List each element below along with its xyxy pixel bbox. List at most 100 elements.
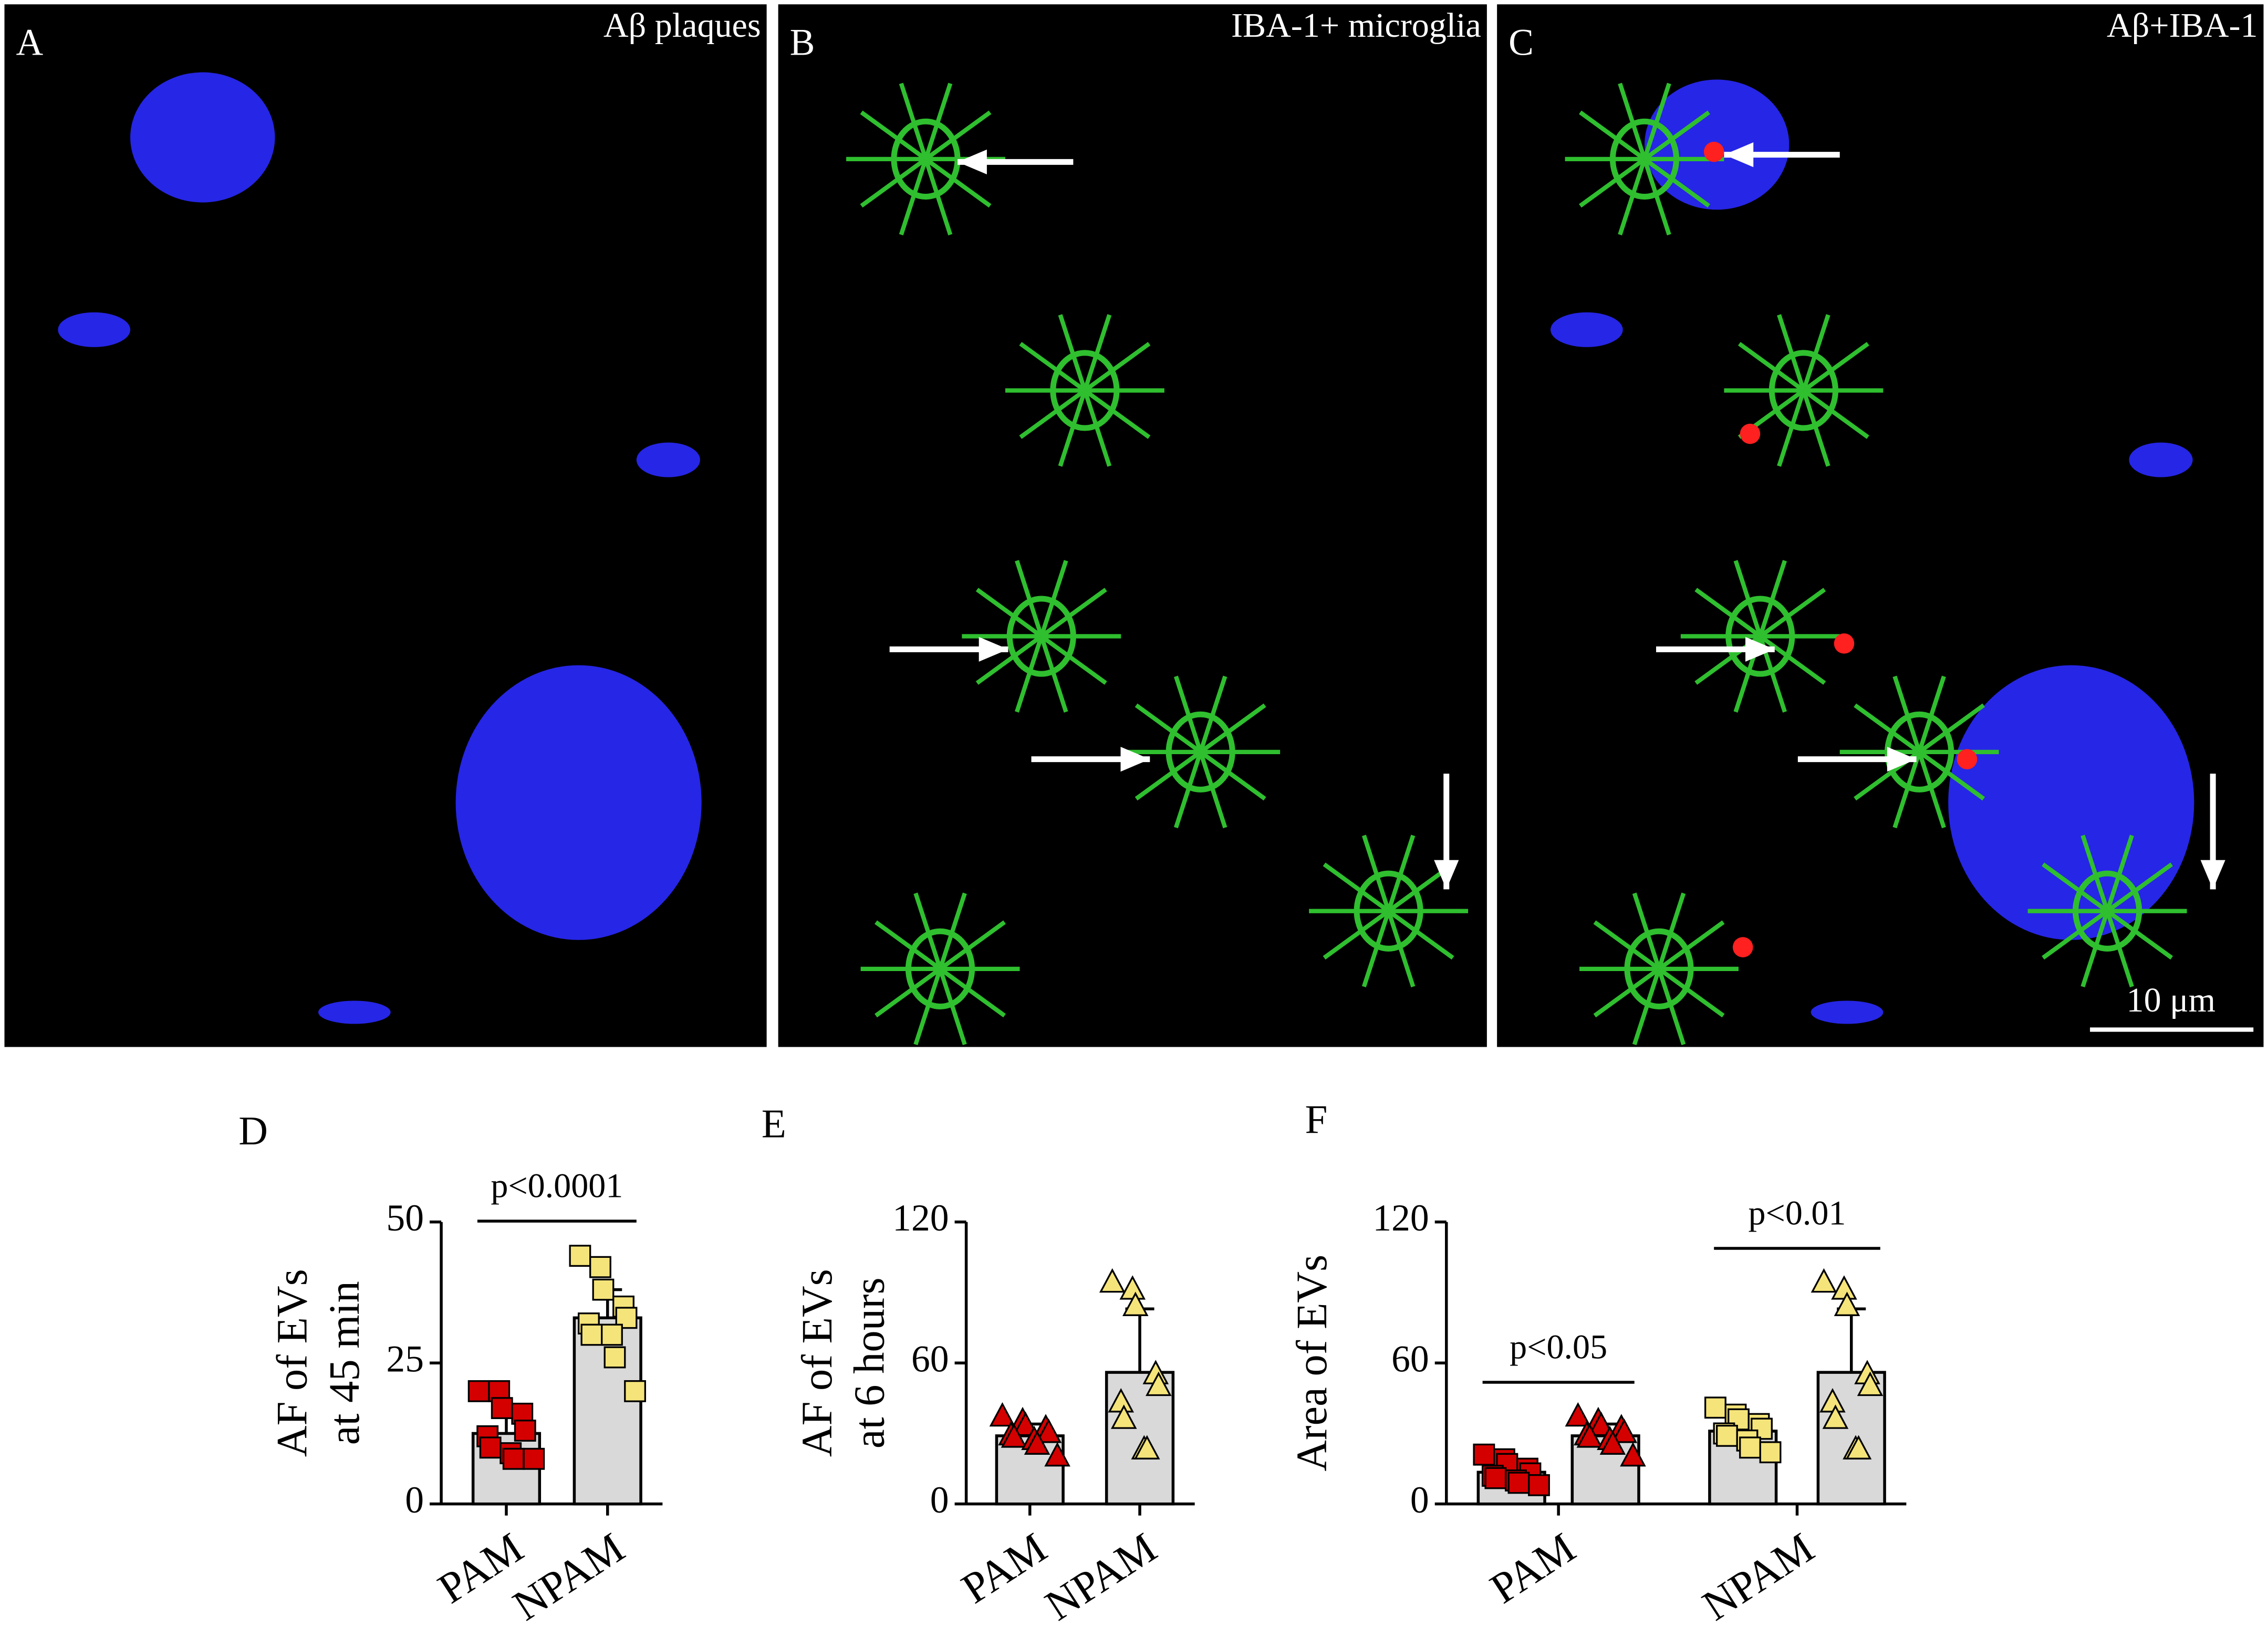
data-point <box>1576 1423 1603 1448</box>
process <box>1777 390 1806 467</box>
panel-title: Aβ plaques <box>604 6 761 45</box>
data-point <box>1012 1411 1039 1436</box>
process <box>1801 390 1830 467</box>
data-point <box>467 1380 490 1402</box>
process <box>1917 751 1946 829</box>
ev-signal <box>1740 423 1761 444</box>
process <box>1777 314 1806 391</box>
process <box>860 157 927 208</box>
arrow-head <box>958 149 987 174</box>
process <box>1199 703 1266 754</box>
process <box>1802 342 1869 392</box>
plaque <box>1811 1000 1884 1024</box>
process <box>1019 342 1086 392</box>
panel-letter: F <box>1305 1097 1328 1142</box>
process <box>1386 910 1416 988</box>
arrow-head <box>2200 860 2225 890</box>
process <box>1632 892 1661 970</box>
arrow-head <box>1434 860 1459 890</box>
process <box>899 158 928 236</box>
data-point <box>1146 1371 1172 1396</box>
plaque <box>58 312 131 347</box>
process <box>1657 892 1686 970</box>
process <box>1759 634 1826 685</box>
process <box>939 967 1006 1018</box>
plaque <box>318 1000 391 1024</box>
ev-signal <box>1957 749 1978 769</box>
data-point <box>1134 1435 1160 1459</box>
significance-label: p<0.0001 <box>491 1167 623 1205</box>
plaque <box>636 442 700 477</box>
process <box>2105 835 2134 912</box>
process <box>1658 967 1725 1018</box>
y-axis-label: at 6 hours <box>845 1277 893 1448</box>
process <box>1593 967 1660 1018</box>
process <box>1618 158 1647 236</box>
process <box>1642 82 1671 160</box>
process <box>938 968 967 1046</box>
process <box>1173 675 1203 753</box>
panel-letter: E <box>762 1101 786 1146</box>
process <box>1058 390 1087 467</box>
process <box>1040 588 1107 638</box>
data-point <box>1845 1435 1872 1459</box>
process <box>1738 342 1805 392</box>
process <box>1323 909 1390 960</box>
y-tick-label: 120 <box>892 1197 949 1239</box>
data-point <box>1739 1436 1761 1459</box>
process <box>1758 560 1787 637</box>
data-point <box>1035 1419 1062 1443</box>
data-point <box>1759 1441 1782 1464</box>
data-point <box>1834 1291 1860 1316</box>
process <box>939 920 1006 971</box>
plaque <box>2129 442 2193 477</box>
process <box>2080 835 2110 912</box>
data-point <box>1857 1371 1884 1396</box>
data-point <box>589 1256 611 1278</box>
process <box>1323 862 1390 913</box>
process <box>2105 910 2134 988</box>
process <box>1618 82 1647 160</box>
data-point <box>491 1397 513 1420</box>
data-point <box>1611 1419 1638 1443</box>
process <box>1643 110 1710 161</box>
y-axis-label: AF of EVs <box>793 1269 841 1457</box>
process <box>1361 835 1391 912</box>
data-point <box>624 1380 646 1402</box>
y-axis-label: AF of EVs <box>268 1269 316 1457</box>
plaque <box>1551 312 1623 347</box>
process <box>1019 389 1086 439</box>
process <box>938 892 967 970</box>
process <box>1039 560 1068 637</box>
process <box>1918 703 1985 754</box>
ev-signal <box>1732 937 1753 957</box>
process <box>1892 675 1922 753</box>
process <box>913 892 942 970</box>
arrow-head <box>979 637 1008 662</box>
process <box>1642 158 1671 236</box>
data-point <box>989 1402 1016 1427</box>
ev-signal <box>1703 141 1724 162</box>
process <box>913 968 942 1046</box>
y-tick-label: 0 <box>930 1479 949 1521</box>
data-point <box>1599 1430 1626 1455</box>
process <box>1198 675 1227 753</box>
process <box>1039 635 1068 713</box>
process <box>875 920 942 971</box>
data-point <box>615 1307 638 1329</box>
process <box>923 82 953 160</box>
data-point <box>592 1278 615 1301</box>
scale-bar-label: 10 μm <box>2127 981 2215 1019</box>
data-point <box>514 1420 536 1442</box>
data-point <box>580 1323 603 1346</box>
process <box>875 967 942 1018</box>
process <box>2106 909 2173 960</box>
process <box>1015 560 1044 637</box>
ev-signal <box>1834 633 1855 654</box>
arrow-head <box>1887 747 1917 772</box>
y-tick-label: 50 <box>386 1197 424 1239</box>
process <box>1657 968 1686 1046</box>
process <box>1801 314 1830 391</box>
y-axis-label: at 45 min <box>320 1281 368 1445</box>
